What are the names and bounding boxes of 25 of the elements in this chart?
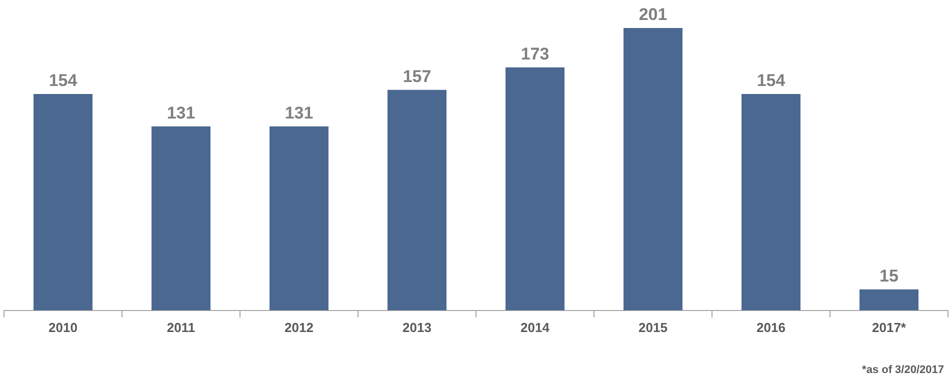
data-label: 154 <box>756 71 786 90</box>
x-tick-label: 2013 <box>402 320 432 335</box>
data-label: 173 <box>520 44 550 64</box>
bar <box>506 67 564 310</box>
data-label: 157 <box>402 67 432 86</box>
x-tick-label: 2015 <box>638 320 668 335</box>
bar <box>860 289 918 310</box>
bar <box>624 28 682 310</box>
data-label: 154 <box>48 71 78 90</box>
x-tick-label: 2017* <box>872 320 907 335</box>
text: *as of 3/20/2017 <box>862 364 944 376</box>
bar <box>34 94 92 310</box>
x-tick-label: 2014 <box>520 320 550 335</box>
bar <box>270 126 328 310</box>
x-tick-label: 2010 <box>48 320 78 335</box>
bar <box>388 90 446 310</box>
bar <box>742 94 800 310</box>
x-tick-label: 2016 <box>756 320 786 335</box>
data-label: 15 <box>880 266 898 286</box>
x-tick-label: 2011 <box>166 320 196 335</box>
bar <box>152 126 210 310</box>
x-tick-label: 2012 <box>284 320 314 335</box>
data-label: 201 <box>638 5 668 24</box>
data-label: 131 <box>166 104 196 123</box>
data-label: 131 <box>284 104 314 123</box>
